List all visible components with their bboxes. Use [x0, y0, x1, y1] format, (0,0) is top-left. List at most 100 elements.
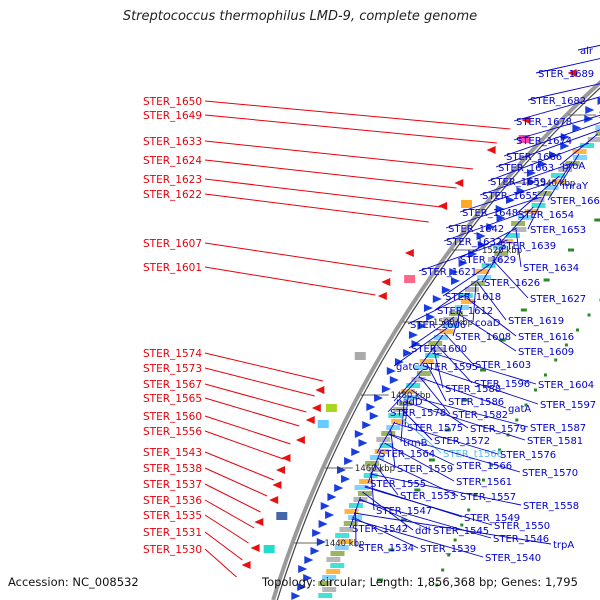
right-gene-label: STER_1566 [456, 461, 512, 472]
right-leader-line [495, 129, 600, 168]
forward-gene-arrow [341, 475, 351, 483]
bp-tick-label: 1520 kbp [482, 246, 522, 256]
right-leader-line [408, 316, 455, 349]
cog-feature-block [445, 323, 460, 328]
right-gene-label: mraY [562, 181, 589, 192]
gc-dash [400, 518, 407, 522]
right-gene-label: STER_1626 [484, 278, 540, 289]
cog-feature-block [425, 353, 440, 358]
cog-feature-block [573, 155, 588, 160]
right-gene-label: STER_1581 [527, 436, 583, 447]
gc-dot [460, 523, 464, 527]
right-leader-line [487, 142, 590, 182]
forward-gene-arrow [337, 466, 347, 474]
cog-feature-block [448, 311, 463, 316]
reverse-gene-arrow [276, 466, 286, 474]
right-gene-label: STER_1619 [508, 316, 564, 327]
cog-feature-block [326, 569, 341, 574]
cog-feature-block [416, 371, 431, 376]
right-gene-label: STER_1539 [420, 544, 476, 555]
right-gene-label: STER_1557 [460, 492, 516, 503]
forward-gene-arrow [298, 565, 308, 573]
left-gene-label: STER_1531 [143, 527, 202, 539]
right-leader-line [359, 498, 432, 531]
cog-feature-block [537, 191, 552, 196]
right-gene-label: STER_1555 [370, 479, 426, 490]
cog-feature-block [587, 137, 600, 142]
left-leader-line [204, 100, 511, 130]
right-leader-line [424, 365, 539, 405]
right-leader-line [515, 228, 522, 268]
right-gene-label: STER_1627 [530, 294, 586, 305]
right-gene-label: STER_1553 [400, 491, 456, 502]
cog-feature-block [550, 173, 565, 178]
forward-gene-arrow [297, 583, 307, 591]
inner-feature-block [276, 512, 288, 520]
reverse-gene-arrow [404, 249, 414, 257]
reverse-gene-arrow [295, 436, 305, 444]
right-gene-label: STER_1666 [506, 152, 562, 163]
right-leader-line [387, 380, 417, 413]
right-gene-label: STER_1682 [530, 96, 586, 107]
right-leader-line [400, 403, 405, 443]
right-leader-line [466, 297, 517, 337]
cog-feature-block [414, 365, 429, 370]
left-gene-label: STER_1535 [143, 510, 202, 522]
cog-feature-block [430, 347, 445, 352]
right-leader-line [367, 451, 381, 484]
right-gene-label: STER_1588 [445, 384, 501, 395]
forward-gene-arrow [506, 196, 516, 204]
cog-feature-block [386, 425, 401, 430]
forward-gene-arrow [366, 403, 376, 411]
right-leader-line [535, 58, 600, 74]
right-leader-line [443, 332, 474, 365]
right-gene-label: STER_1659 [490, 177, 546, 188]
forward-gene-arrow [312, 529, 322, 537]
right-gene-label: STER_1547 [376, 506, 432, 517]
cog-feature-block [595, 131, 600, 136]
gc-dash [480, 368, 487, 372]
forward-gene-arrow [458, 259, 468, 267]
left-gene-label: STER_1574 [143, 348, 202, 360]
right-gene-label: STER_1663 [498, 163, 554, 174]
left-leader-line [204, 430, 284, 460]
forward-gene-arrow [354, 430, 364, 438]
reverse-gene-arrow [272, 481, 282, 489]
right-leader-line [559, 153, 580, 186]
right-gene-label: STER_1558 [523, 501, 579, 512]
gc-dash [520, 308, 527, 312]
cog-feature-block [344, 509, 359, 514]
cog-feature-block [505, 233, 520, 238]
left-leader-line [204, 467, 268, 497]
right-leader-line [445, 196, 542, 229]
right-gene-label: STER_1616 [518, 332, 574, 343]
bp-tick-label: 1460 kbp [355, 464, 395, 474]
cog-feature-block [512, 227, 527, 232]
left-gene-label: STER_1573 [143, 363, 202, 375]
right-leader-line [419, 334, 444, 367]
right-gene-label: STER_1634 [523, 263, 579, 274]
genome-backbone [271, 79, 600, 600]
gc-dash [428, 458, 435, 462]
left-gene-label: STER_1623 [143, 174, 202, 186]
right-leader-line [527, 83, 600, 101]
right-leader-line [432, 352, 537, 385]
left-gene-label: STER_1607 [143, 238, 202, 250]
cog-feature-block [368, 467, 383, 472]
right-gene-label: proA [562, 161, 585, 172]
inner-feature-block [325, 404, 337, 412]
right-leader-line [393, 369, 423, 402]
right-leader-line [443, 209, 532, 242]
right-leader-line [425, 362, 447, 402]
forward-gene-arrow [526, 169, 536, 177]
right-leader-line [434, 278, 480, 311]
right-leader-line [559, 133, 598, 166]
right-leader-line [481, 243, 505, 283]
right-gene-label: STER_1559 [397, 464, 453, 475]
cog-feature-block [376, 437, 391, 442]
forward-gene-arrow [426, 313, 436, 321]
cog-feature-block [406, 383, 421, 388]
cog-feature-block [359, 479, 374, 484]
left-leader-line [204, 140, 474, 170]
right-leader-line [390, 429, 396, 469]
